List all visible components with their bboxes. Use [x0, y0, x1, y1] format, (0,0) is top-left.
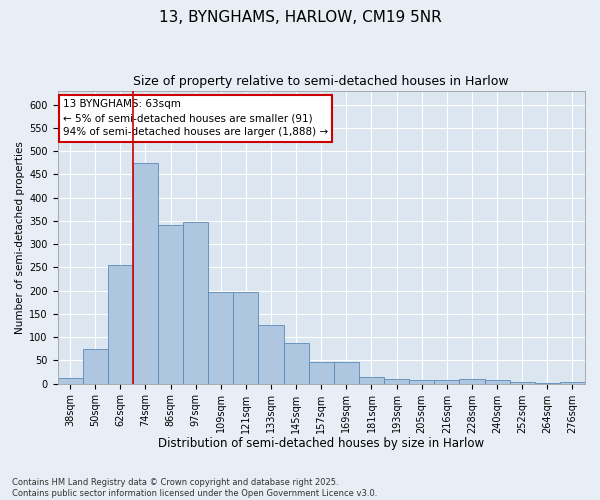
- Bar: [384, 379, 409, 384]
- Bar: [334, 362, 359, 384]
- Bar: [133, 162, 158, 384]
- Bar: [560, 382, 585, 384]
- Bar: [409, 380, 434, 384]
- Bar: [233, 292, 259, 384]
- Text: 13 BYNGHAMS: 63sqm
← 5% of semi-detached houses are smaller (91)
94% of semi-det: 13 BYNGHAMS: 63sqm ← 5% of semi-detached…: [63, 100, 328, 138]
- X-axis label: Distribution of semi-detached houses by size in Harlow: Distribution of semi-detached houses by …: [158, 437, 484, 450]
- Bar: [434, 380, 460, 384]
- Bar: [183, 222, 208, 384]
- Bar: [208, 292, 233, 384]
- Y-axis label: Number of semi-detached properties: Number of semi-detached properties: [15, 140, 25, 334]
- Bar: [108, 265, 133, 384]
- Bar: [58, 378, 83, 384]
- Bar: [158, 226, 183, 384]
- Bar: [284, 343, 308, 384]
- Bar: [259, 326, 284, 384]
- Bar: [509, 382, 535, 384]
- Text: Contains HM Land Registry data © Crown copyright and database right 2025.
Contai: Contains HM Land Registry data © Crown c…: [12, 478, 377, 498]
- Bar: [308, 362, 334, 384]
- Text: 13, BYNGHAMS, HARLOW, CM19 5NR: 13, BYNGHAMS, HARLOW, CM19 5NR: [158, 10, 442, 25]
- Bar: [359, 376, 384, 384]
- Bar: [485, 380, 509, 384]
- Bar: [83, 348, 108, 384]
- Bar: [460, 379, 485, 384]
- Title: Size of property relative to semi-detached houses in Harlow: Size of property relative to semi-detach…: [133, 75, 509, 88]
